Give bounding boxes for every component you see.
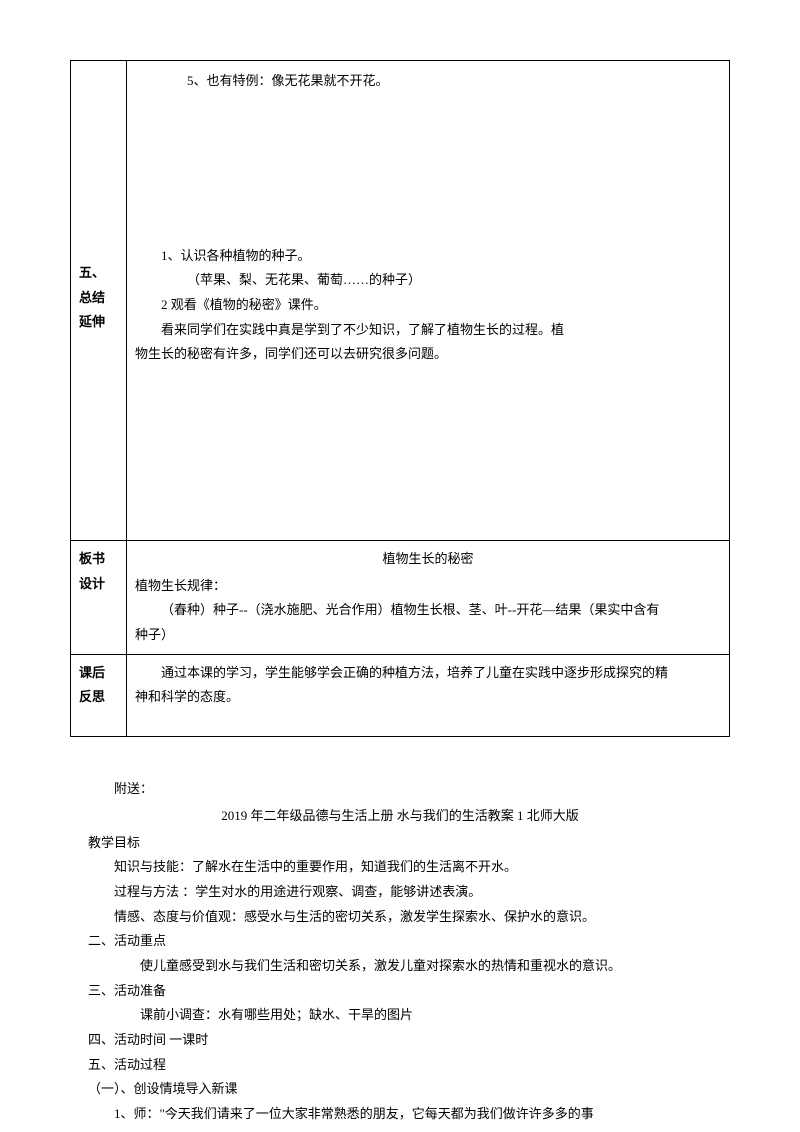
row1-label-1: 五、 xyxy=(79,261,118,286)
row1-text-4: 2 观看《植物的秘密》课件。 xyxy=(135,293,721,318)
heading-focus: 二、活动重点 xyxy=(88,929,712,954)
appendix-title: 2019 年二年级品德与生活上册 水与我们的生活教案 1 北师大版 xyxy=(88,804,712,829)
row1-label-3: 延伸 xyxy=(79,310,118,335)
table-row-summary: 五、 总结 延伸 5、也有特例：像无花果就不开花。 1、认识各种植物的种子。 （… xyxy=(71,61,730,541)
goal-process: 过程与方法 ：学生对水的用途进行观察、调查，能够讲述表演。 xyxy=(88,880,712,905)
row2-label: 板书 设计 xyxy=(71,541,127,655)
heading-time: 四、活动时间 一课时 xyxy=(88,1028,712,1053)
table-row-reflection: 课后 反思 通过本课的学习，学生能够学会正确的种植方法，培养了儿童在实践中逐步形… xyxy=(71,654,730,736)
row1-text-3: （苹果、梨、无花果、葡萄……的种子） xyxy=(135,268,721,293)
process-step1: （一）、创设情境导入新课 xyxy=(88,1077,712,1102)
goal-emotion: 情感、态度与价值观：感受水与生活的密切关系，激发学生探索水、保护水的意识。 xyxy=(88,905,712,930)
lesson-table: 五、 总结 延伸 5、也有特例：像无花果就不开花。 1、认识各种植物的种子。 （… xyxy=(70,60,730,737)
heading-prep: 三、活动准备 xyxy=(88,979,712,1004)
table-row-board: 板书 设计 植物生长的秘密 植物生长规律： （春种）种子--（浇水施肥、光合作用… xyxy=(71,541,730,655)
row3-label: 课后 反思 xyxy=(71,654,127,736)
row2-content: 植物生长的秘密 植物生长规律： （春种）种子--（浇水施肥、光合作用）植物生长根… xyxy=(127,541,730,655)
row2-text-3: 种子） xyxy=(135,623,721,648)
row1-text-5: 看来同学们在实践中真是学到了不少知识，了解了植物生长的过程。植 xyxy=(135,318,721,343)
row1-text-6: 物生长的秘密有许多，同学们还可以去研究很多问题。 xyxy=(135,346,447,361)
row2-label-2: 设计 xyxy=(79,572,118,597)
row2-text-1: 植物生长规律： xyxy=(135,574,721,599)
row3-label-2: 反思 xyxy=(79,685,118,710)
row2-title: 植物生长的秘密 xyxy=(135,547,721,572)
process-step1-1: 1、师："今天我们请来了一位大家非常熟悉的朋友，它每天都为我们做许许多多的事 xyxy=(88,1102,712,1127)
row1-text-2: 1、认识各种植物的种子。 xyxy=(135,244,721,269)
row3-content: 通过本课的学习，学生能够学会正确的种植方法，培养了儿童在实践中逐步形成探究的精 … xyxy=(127,654,730,736)
row1-content: 5、也有特例：像无花果就不开花。 1、认识各种植物的种子。 （苹果、梨、无花果、… xyxy=(127,61,730,541)
row2-label-1: 板书 xyxy=(79,547,118,572)
row1-label-2: 总结 xyxy=(79,286,118,311)
row1-text-1: 5、也有特例：像无花果就不开花。 xyxy=(135,69,721,94)
teaching-goal-heading: 教学目标 xyxy=(88,831,712,856)
focus-text: 使儿童感受到水与我们生活和密切关系，激发儿童对探索水的热情和重视水的意识。 xyxy=(88,954,712,979)
appendix-section: 附送： 2019 年二年级品德与生活上册 水与我们的生活教案 1 北师大版 教学… xyxy=(70,777,730,1127)
goal-knowledge: 知识与技能：了解水在生活中的重要作用，知道我们的生活离不开水。 xyxy=(88,855,712,880)
row1-label: 五、 总结 延伸 xyxy=(71,61,127,541)
prep-text: 课前小调查：水有哪些用处；缺水、干旱的图片 xyxy=(88,1003,712,1028)
row2-text-2: （春种）种子--（浇水施肥、光合作用）植物生长根、茎、叶--开花—结果（果实中含… xyxy=(135,598,721,623)
row3-text-2: 神和科学的态度。 xyxy=(135,685,721,710)
row3-label-1: 课后 xyxy=(79,661,118,686)
appendix-label: 附送： xyxy=(88,777,712,802)
heading-process: 五、活动过程 xyxy=(88,1053,712,1078)
row3-text-1: 通过本课的学习，学生能够学会正确的种植方法，培养了儿童在实践中逐步形成探究的精 xyxy=(135,661,721,686)
